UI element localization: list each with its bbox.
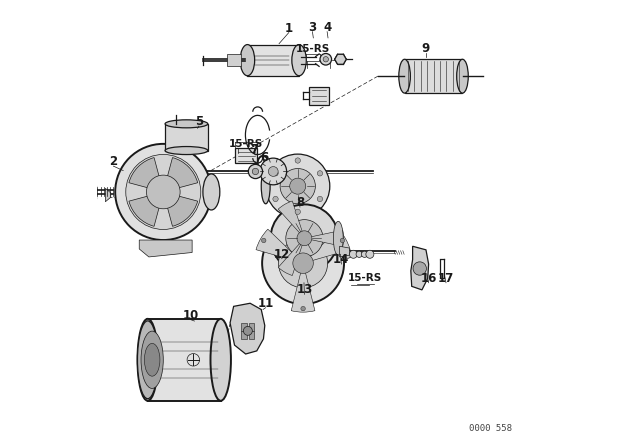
Circle shape: [297, 231, 312, 246]
Ellipse shape: [292, 44, 307, 76]
Wedge shape: [303, 229, 350, 263]
Circle shape: [273, 171, 278, 176]
Ellipse shape: [211, 319, 231, 401]
Wedge shape: [163, 158, 198, 192]
Wedge shape: [305, 230, 344, 246]
Polygon shape: [227, 54, 241, 66]
Text: 3: 3: [308, 21, 317, 34]
Ellipse shape: [138, 321, 158, 399]
Ellipse shape: [145, 344, 160, 376]
Bar: [241, 331, 247, 339]
Text: 2: 2: [109, 155, 118, 168]
Polygon shape: [404, 59, 463, 93]
Bar: [309, 87, 329, 105]
Ellipse shape: [165, 120, 208, 128]
Circle shape: [262, 238, 266, 243]
Circle shape: [295, 209, 300, 215]
Polygon shape: [248, 44, 299, 76]
Text: 15-RS: 15-RS: [229, 139, 263, 149]
Circle shape: [344, 250, 351, 258]
Ellipse shape: [165, 146, 208, 155]
Text: 1: 1: [285, 22, 293, 34]
Polygon shape: [340, 246, 349, 257]
Circle shape: [280, 168, 316, 204]
Circle shape: [243, 327, 252, 335]
Wedge shape: [256, 229, 303, 263]
Text: 4: 4: [323, 21, 332, 34]
Ellipse shape: [333, 221, 343, 255]
Text: 12: 12: [273, 248, 290, 261]
Text: 13: 13: [296, 284, 312, 297]
Text: 11: 11: [257, 297, 274, 310]
Ellipse shape: [203, 174, 220, 210]
Text: 0000 558: 0000 558: [468, 424, 511, 433]
Text: 7: 7: [250, 143, 258, 156]
Wedge shape: [278, 201, 305, 238]
Circle shape: [320, 53, 332, 65]
Text: 5: 5: [195, 115, 203, 128]
Wedge shape: [163, 192, 198, 226]
Ellipse shape: [141, 331, 163, 388]
Ellipse shape: [399, 59, 410, 93]
Circle shape: [286, 220, 323, 257]
Polygon shape: [335, 54, 346, 64]
Bar: [236, 148, 257, 164]
Circle shape: [271, 204, 339, 272]
Text: 17: 17: [438, 272, 454, 285]
Circle shape: [340, 238, 344, 243]
Circle shape: [252, 168, 259, 175]
Circle shape: [301, 306, 305, 311]
Text: 14: 14: [333, 253, 349, 266]
Wedge shape: [129, 192, 163, 226]
Text: 6: 6: [260, 151, 268, 164]
Circle shape: [362, 251, 367, 258]
Bar: [249, 323, 254, 331]
Circle shape: [248, 164, 262, 179]
Circle shape: [295, 158, 300, 163]
Polygon shape: [148, 319, 221, 401]
Wedge shape: [129, 158, 163, 192]
Polygon shape: [106, 188, 111, 202]
Circle shape: [317, 196, 323, 202]
Polygon shape: [411, 246, 429, 290]
Circle shape: [349, 250, 357, 258]
Text: 10: 10: [183, 309, 199, 322]
Circle shape: [290, 178, 306, 194]
Text: 8: 8: [296, 196, 304, 209]
Text: 15-RS: 15-RS: [296, 44, 330, 55]
Circle shape: [366, 250, 374, 258]
Wedge shape: [291, 263, 315, 312]
Circle shape: [147, 175, 180, 209]
Circle shape: [266, 154, 330, 218]
Circle shape: [262, 222, 344, 304]
Circle shape: [273, 196, 278, 202]
Text: 15-RS: 15-RS: [348, 273, 383, 283]
Polygon shape: [165, 124, 208, 151]
Circle shape: [268, 167, 278, 177]
Ellipse shape: [261, 168, 270, 204]
Polygon shape: [140, 240, 192, 257]
Circle shape: [317, 171, 323, 176]
Circle shape: [278, 239, 328, 288]
Ellipse shape: [240, 44, 255, 76]
Circle shape: [260, 158, 287, 185]
Ellipse shape: [138, 319, 158, 401]
Bar: [241, 323, 247, 331]
Circle shape: [413, 262, 426, 275]
Circle shape: [323, 56, 328, 62]
Text: 9: 9: [422, 42, 430, 55]
Circle shape: [115, 144, 211, 240]
Bar: [249, 331, 254, 339]
Circle shape: [126, 155, 201, 229]
Polygon shape: [230, 303, 265, 354]
Circle shape: [356, 251, 362, 258]
Text: 16: 16: [420, 272, 437, 285]
Ellipse shape: [457, 59, 468, 93]
Circle shape: [293, 253, 314, 273]
Wedge shape: [278, 238, 305, 276]
